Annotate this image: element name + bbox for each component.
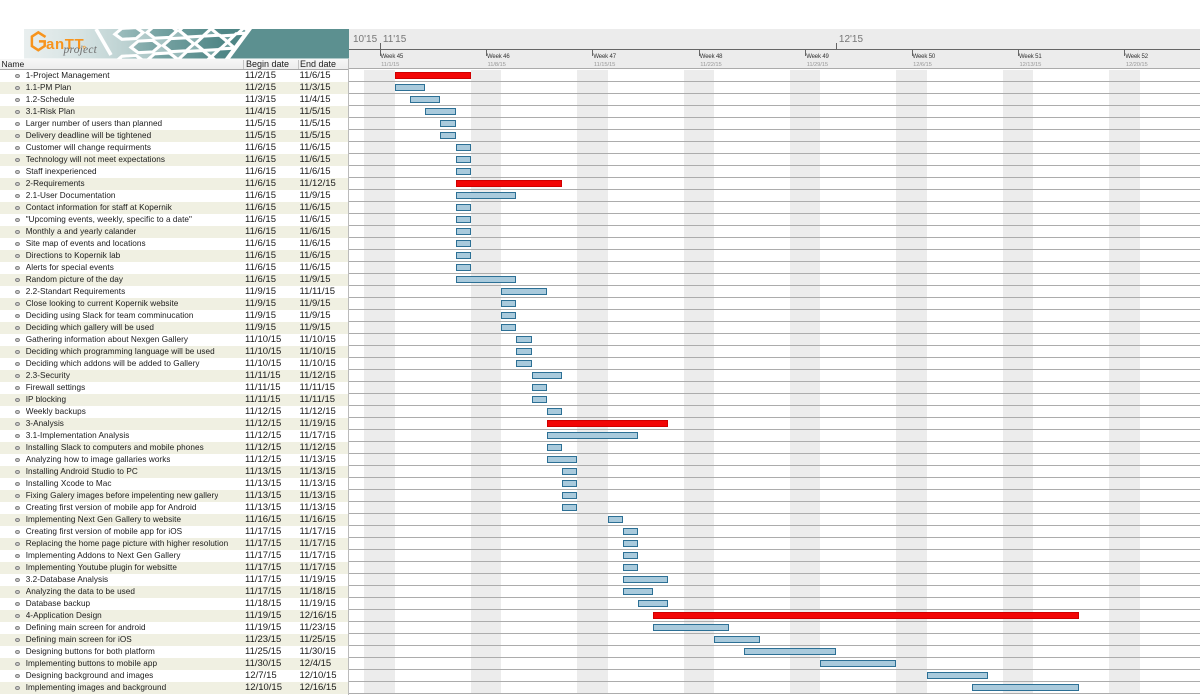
svg-text:project: project bbox=[63, 44, 98, 56]
svg-text:anTT: anTT bbox=[46, 36, 84, 53]
